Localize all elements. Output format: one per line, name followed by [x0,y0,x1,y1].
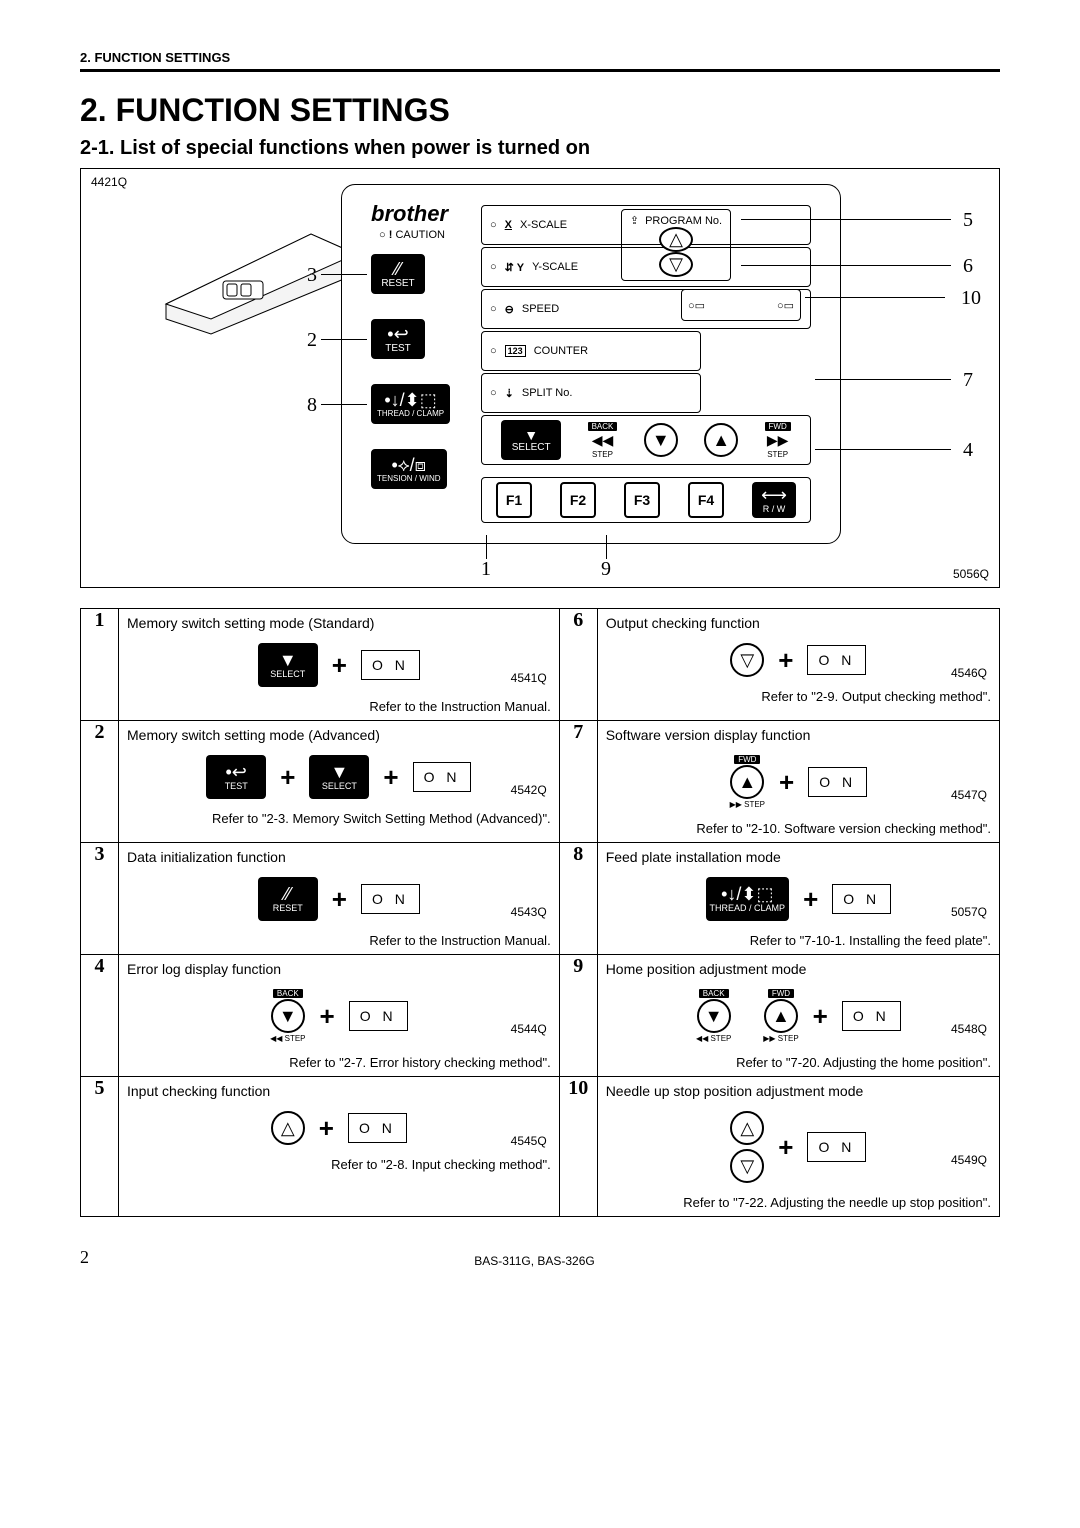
callout-10: 10 [961,287,981,310]
f1-key: F1 [496,482,532,518]
f3-key: F3 [624,482,660,518]
row-number: 7 [559,721,597,843]
callout-7: 7 [963,369,973,392]
row-number: 4 [81,955,119,1077]
f4-key: F4 [688,482,724,518]
select-step-row: ▼SELECT BACK ◀◀ STEP ▼ ▲ FWD ▶▶ STEP [481,415,811,465]
row-body: Memory switch setting mode (Standard) ▼S… [119,609,560,721]
callout-8: 8 [307,394,317,417]
f2-key: F2 [560,482,596,518]
row-body: Home position adjustment mode BACK▼◀◀ ST… [597,955,999,1077]
diagram-code-tl: 4421Q [91,175,127,189]
model-name: BAS-311G, BAS-326G [474,1254,595,1268]
row-number: 3 [81,843,119,955]
counter-row: ○ 123 COUNTER [481,331,701,371]
row-number: 2 [81,721,119,843]
row-body: Software version display function FWD▲▶▶… [597,721,999,843]
row-body: Output checking function ▽ + O N4546Q Re… [597,609,999,721]
callout-2: 2 [307,329,317,352]
tension-wind-button: •⟡/⧈TENSION / WIND [371,449,447,489]
callout-6: 6 [963,255,973,278]
callout-4: 4 [963,439,973,462]
row-body: Input checking function △ + O N4545Q Ref… [119,1077,560,1217]
row-number: 6 [559,609,597,721]
step-down-circle: ▼ [644,423,678,457]
callout-1: 1 [481,558,491,581]
back-step-button: BACK ◀◀ STEP [588,422,618,459]
caution-label: ○ ! CAUTION [379,229,445,241]
callout-5: 5 [963,209,973,232]
header-rule [80,69,1000,72]
row-body: Needle up stop position adjustment mode … [597,1077,999,1217]
row-body: Feed plate installation mode •↓/⬍⬚THREAD… [597,843,999,955]
diagram-code-br: 5056Q [953,567,989,581]
section-title: 2-1. List of special functions when powe… [80,137,1000,160]
select-button: ▼SELECT [501,420,561,460]
rw-button: ⟷R / W [752,482,796,518]
row-body: Memory switch setting mode (Advanced) •↩… [119,721,560,843]
row-number: 5 [81,1077,119,1217]
row-number: 8 [559,843,597,955]
brand-logo: brother [371,201,448,227]
row-number: 10 [559,1077,597,1217]
page-number: 2 [80,1247,89,1268]
reset-button: ⁄⁄RESET [371,254,425,294]
row-number: 9 [559,955,597,1077]
prog-down-button: ▽ [659,252,693,277]
row-number: 1 [81,609,119,721]
fkey-row: F1 F2 F3 F4 ⟷R / W [481,477,811,523]
prog-up-button: △ [659,227,693,252]
test-button: •↩TEST [371,319,425,359]
display-small: ○▭○▭ [681,289,801,321]
thread-clamp-button: •↓/⬍⬚THREAD / CLAMP [371,384,450,424]
page-footer: 2 BAS-311G, BAS-326G [80,1247,1000,1268]
functions-table: 1 Memory switch setting mode (Standard) … [80,608,1000,1217]
step-up-circle: ▲ [704,423,738,457]
device-outline [161,219,361,339]
control-panel-diagram: 4421Q 5056Q brother ○ ! CAUTION ⁄⁄RESET … [80,168,1000,588]
running-header: 2. FUNCTION SETTINGS [80,50,1000,69]
callout-9: 9 [601,558,611,581]
row-body: Error log display function BACK▼◀◀ STEP … [119,955,560,1077]
callout-3: 3 [307,264,317,287]
split-row: ○ ⇣ SPLIT No. [481,373,701,413]
program-no-box: ⇪PROGRAM No. △ ▽ [621,209,731,281]
fwd-step-button: FWD ▶▶ STEP [765,422,791,459]
row-body: Data initialization function ⁄⁄RESET + O… [119,843,560,955]
page-title: 2. FUNCTION SETTINGS [80,92,1000,129]
